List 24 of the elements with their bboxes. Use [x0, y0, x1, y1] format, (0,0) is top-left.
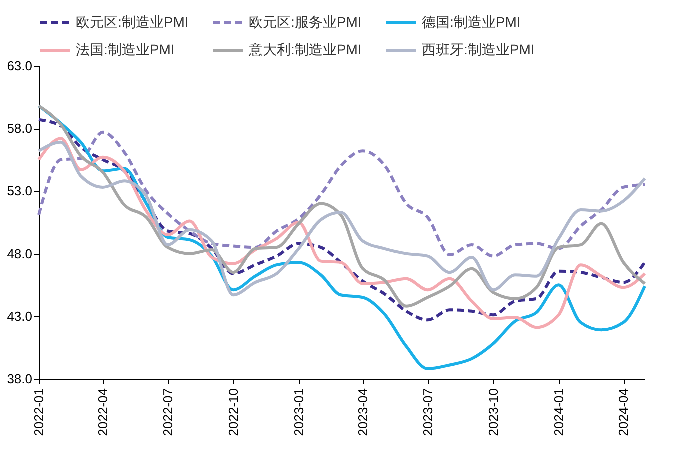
x-tick-label: 2022-10 [226, 388, 241, 436]
legend-label: 西班牙:制造业PMI [422, 42, 535, 58]
y-tick-label: 58.0 [7, 121, 32, 136]
legend-label: 意大利:制造业PMI [248, 42, 362, 58]
x-tick-label: 2024-01 [551, 388, 566, 436]
legend-label: 德国:制造业PMI [422, 14, 521, 30]
x-tick-label: 2023-10 [486, 388, 501, 436]
x-tick-label: 2023-01 [291, 388, 306, 436]
x-tick-label: 2024-04 [616, 388, 632, 436]
y-tick-label: 48.0 [7, 246, 32, 262]
x-tick-label: 2023-04 [356, 388, 371, 436]
y-tick-label: 38.0 [7, 372, 32, 386]
line-series [38, 140, 646, 297]
x-tick-label: 2022-01 [32, 388, 46, 436]
y-tick-label: 53.0 [7, 184, 32, 199]
x-tick-label: 2023-07 [420, 388, 436, 436]
line-series [38, 130, 646, 258]
legend-label: 欧元区:服务业PMI [249, 14, 362, 30]
x-tick-label: 2022-04 [96, 388, 111, 436]
y-tick-label: 43.0 [7, 308, 32, 324]
y-tick-label: 63.0 [7, 58, 32, 74]
x-tick-label: 2022-07 [160, 388, 176, 436]
legend-label: 法国:制造业PMI [76, 42, 175, 58]
legend-label: 欧元区:制造业PMI [76, 14, 189, 30]
